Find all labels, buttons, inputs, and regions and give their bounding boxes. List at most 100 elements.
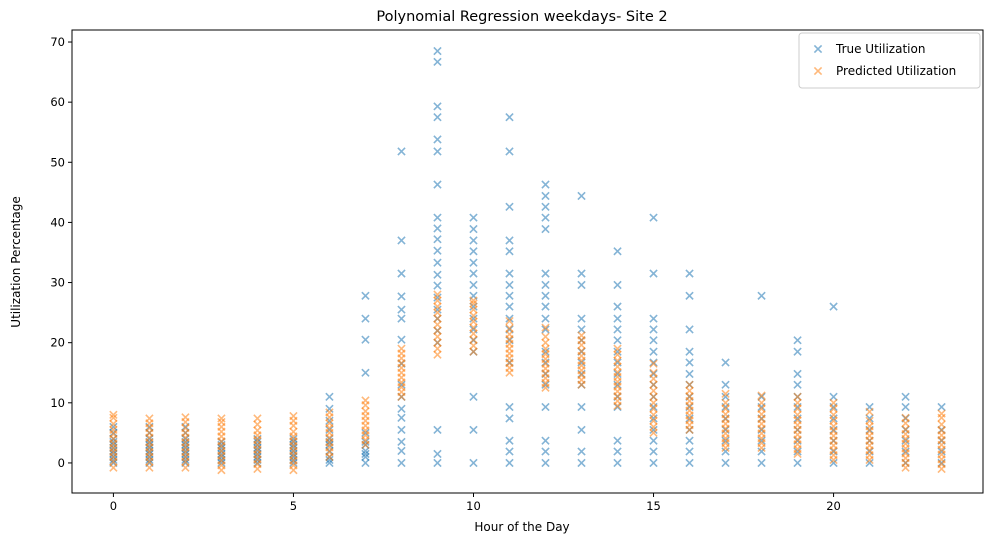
data-point <box>541 344 550 353</box>
data-point <box>289 411 298 421</box>
data-point <box>937 458 946 468</box>
data-point <box>865 416 874 426</box>
data-point <box>793 347 802 356</box>
data-point <box>649 359 658 368</box>
data-point <box>793 410 802 419</box>
data-point <box>541 224 550 234</box>
x-tick-label: 20 <box>826 499 841 513</box>
x-tick-label: 0 <box>110 499 117 513</box>
data-point <box>685 325 694 334</box>
data-point <box>613 350 622 359</box>
data-point <box>325 392 334 401</box>
data-point <box>109 419 118 429</box>
data-point <box>541 325 550 334</box>
data-point <box>685 458 694 468</box>
data-point <box>865 414 874 423</box>
data-point <box>685 369 694 379</box>
data-point <box>109 455 118 465</box>
data-point <box>757 391 766 400</box>
data-point <box>613 402 622 412</box>
data-point <box>649 213 658 222</box>
data-point <box>433 425 442 435</box>
data-point <box>469 335 478 344</box>
data-point <box>289 443 298 453</box>
data-point <box>361 291 370 300</box>
data-point <box>865 407 874 416</box>
data-point <box>577 346 586 356</box>
data-point <box>577 191 586 201</box>
data-point <box>613 336 622 345</box>
data-point <box>865 458 874 468</box>
data-point <box>397 458 406 468</box>
data-point <box>145 463 154 472</box>
y-tick-label: 20 <box>50 336 65 350</box>
data-point <box>937 426 946 435</box>
data-point <box>505 447 514 456</box>
data-point <box>433 281 442 290</box>
data-point <box>685 402 694 412</box>
data-point <box>181 413 190 422</box>
data-point <box>289 449 298 459</box>
data-point <box>793 436 802 445</box>
data-point <box>325 408 334 417</box>
data-point <box>397 292 406 301</box>
data-point <box>433 246 442 255</box>
data-point <box>613 280 622 290</box>
data-point <box>577 314 586 323</box>
data-point <box>613 347 622 356</box>
data-point <box>469 392 478 401</box>
data-point <box>109 422 118 432</box>
data-point <box>181 449 190 459</box>
data-point <box>649 380 658 389</box>
data-point <box>397 305 406 314</box>
data-point <box>469 280 478 290</box>
data-point <box>649 368 658 377</box>
data-point <box>577 325 586 334</box>
data-point <box>361 437 370 447</box>
data-point <box>181 455 190 465</box>
data-point <box>289 427 298 436</box>
data-point <box>649 422 658 432</box>
data-point <box>685 380 694 389</box>
data-point <box>793 392 802 401</box>
data-point <box>181 463 190 472</box>
data-point <box>541 323 550 332</box>
data-point <box>433 57 442 67</box>
data-point <box>793 404 802 413</box>
data-point <box>505 147 514 156</box>
data-point <box>577 425 586 435</box>
data-point <box>469 311 478 320</box>
data-point <box>505 202 514 211</box>
data-point <box>505 247 514 256</box>
data-point <box>397 269 406 278</box>
data-point <box>145 455 154 465</box>
legend-label-predicted-utilization: Predicted Utilization <box>836 64 956 78</box>
data-point <box>577 402 586 412</box>
data-point <box>397 344 406 353</box>
data-point <box>541 280 550 290</box>
data-point <box>217 443 226 453</box>
data-point <box>649 386 658 395</box>
data-point <box>469 314 478 323</box>
data-point <box>397 335 406 344</box>
data-point <box>145 434 154 444</box>
data-point <box>685 447 694 456</box>
data-point <box>361 446 370 456</box>
data-point <box>433 332 442 341</box>
data-point <box>325 440 334 450</box>
data-point <box>757 404 766 413</box>
y-axis-label: Utilization Percentage <box>9 196 23 327</box>
data-point <box>577 369 586 379</box>
data-point <box>757 436 766 445</box>
data-point <box>613 362 622 371</box>
data-point <box>217 417 226 427</box>
data-point <box>541 302 550 311</box>
y-tick-label: 40 <box>50 215 65 229</box>
data-point <box>505 436 514 445</box>
data-point <box>865 425 874 435</box>
data-point <box>577 280 586 290</box>
data-point <box>469 458 478 468</box>
data-point <box>145 449 154 459</box>
data-point <box>613 356 622 365</box>
data-point <box>433 180 442 189</box>
